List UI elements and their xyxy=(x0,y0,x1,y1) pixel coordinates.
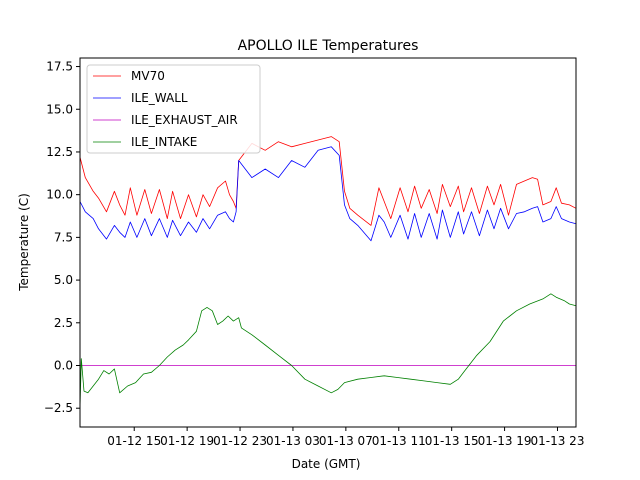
y-tick-label: 0.0 xyxy=(54,359,73,373)
x-tick-label: 01-13 07 xyxy=(319,434,373,448)
y-tick-label: 12.5 xyxy=(46,145,73,159)
plot-area xyxy=(79,136,577,409)
y-tick-label: −2.5 xyxy=(44,401,73,415)
x-tick-label: 01-12 19 xyxy=(160,434,214,448)
legend: MV70 ILE_WALL ILE_EXHAUST_AIR ILE_INTAKE xyxy=(86,64,261,154)
series-line-ile-intake xyxy=(79,293,577,409)
y-axis: −2.5 0.0 2.5 5.0 7.5 10.0 12.5 15.0 17.5 xyxy=(44,60,80,415)
legend-label: ILE_INTAKE xyxy=(131,135,197,149)
legend-box xyxy=(86,64,261,154)
x-tick-label: 01-13 11 xyxy=(372,434,426,448)
y-axis-label: Temperature (C) xyxy=(17,193,31,292)
legend-label: ILE_EXHAUST_AIR xyxy=(131,113,238,127)
x-tick-label: 01-13 23 xyxy=(531,434,585,448)
y-tick-label: 15.0 xyxy=(46,102,73,116)
legend-label: ILE_WALL xyxy=(131,91,188,105)
x-tick-label: 01-12 23 xyxy=(213,434,267,448)
y-tick-label: 5.0 xyxy=(54,273,73,287)
y-tick-label: 2.5 xyxy=(54,316,73,330)
series-line-ile-wall xyxy=(79,146,577,242)
legend-label: MV70 xyxy=(131,69,165,83)
y-tick-label: 7.5 xyxy=(54,230,73,244)
x-tick-label: 01-12 15 xyxy=(107,434,161,448)
chart-title: APOLLO ILE Temperatures xyxy=(238,38,419,54)
x-tick-label: 01-13 19 xyxy=(478,434,532,448)
x-tick-label: 01-13 03 xyxy=(266,434,320,448)
x-axis-label: Date (GMT) xyxy=(292,457,361,471)
plot-frame xyxy=(79,57,577,428)
y-tick-label: 17.5 xyxy=(46,60,73,74)
y-tick-label: 10.0 xyxy=(46,188,73,202)
series-line-mv70 xyxy=(79,136,577,226)
x-tick-label: 01-13 15 xyxy=(425,434,479,448)
